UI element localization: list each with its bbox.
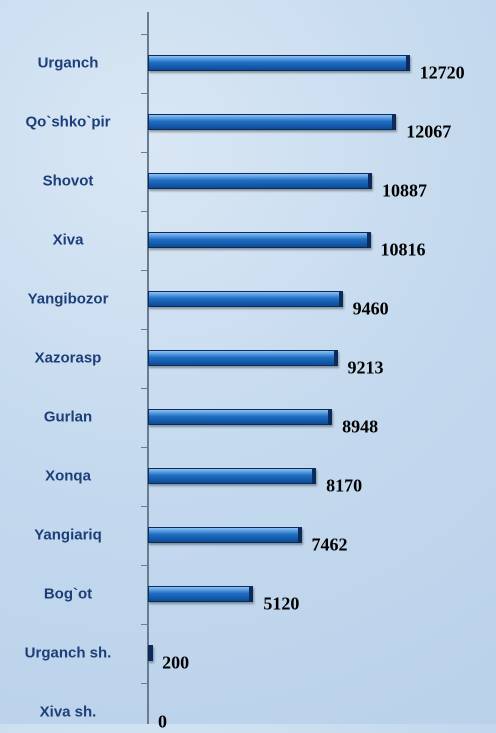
axis-tick [141,210,148,212]
category-label: Yangibozor [27,290,109,308]
value-label: 10816 [380,239,426,260]
value-label: 12720 [419,62,465,83]
category-label: Gurlan [43,408,93,426]
value-label: 5120 [263,593,300,614]
category-label: Xonqa [45,467,91,485]
category-label: Shovot [42,172,94,190]
bar [148,409,333,425]
axis-tick [141,33,148,35]
bar [148,232,371,248]
value-label: 200 [162,652,190,673]
axis-tick [141,505,148,507]
axis-tick [141,623,148,625]
axis-tick [141,269,148,271]
axis-tick [141,564,148,566]
bar [148,468,317,484]
bar [148,55,410,71]
bar [148,586,254,602]
category-label: Bog`ot [43,585,93,603]
axis-tick [141,92,148,94]
category-label: Xiva [52,231,84,249]
category-label: Yangiariq [34,526,102,544]
bar [148,645,153,661]
category-label: Urganch [37,54,99,72]
axis-tick [141,446,148,448]
value-label: 10887 [381,180,427,201]
category-label: Qo`shko`pir [25,113,111,131]
axis-tick [141,151,148,153]
bar [148,173,372,189]
value-label: 0 [158,711,167,732]
bar [148,527,302,543]
axis-tick [141,682,148,684]
bar [148,350,338,366]
value-label: 7462 [311,534,348,555]
category-label: Urganch sh. [24,644,112,662]
value-label: 12067 [406,121,452,142]
axis-line [147,12,149,724]
value-label: 9213 [347,357,384,378]
axis-tick [141,328,148,330]
axis-tick [141,387,148,389]
value-label: 8170 [326,475,363,496]
bar [148,114,397,130]
category-label: Xazorasp [34,349,102,367]
category-label: Xiva sh. [39,703,97,721]
bar [148,291,343,307]
value-label: 9460 [352,298,389,319]
value-label: 8948 [342,416,379,437]
